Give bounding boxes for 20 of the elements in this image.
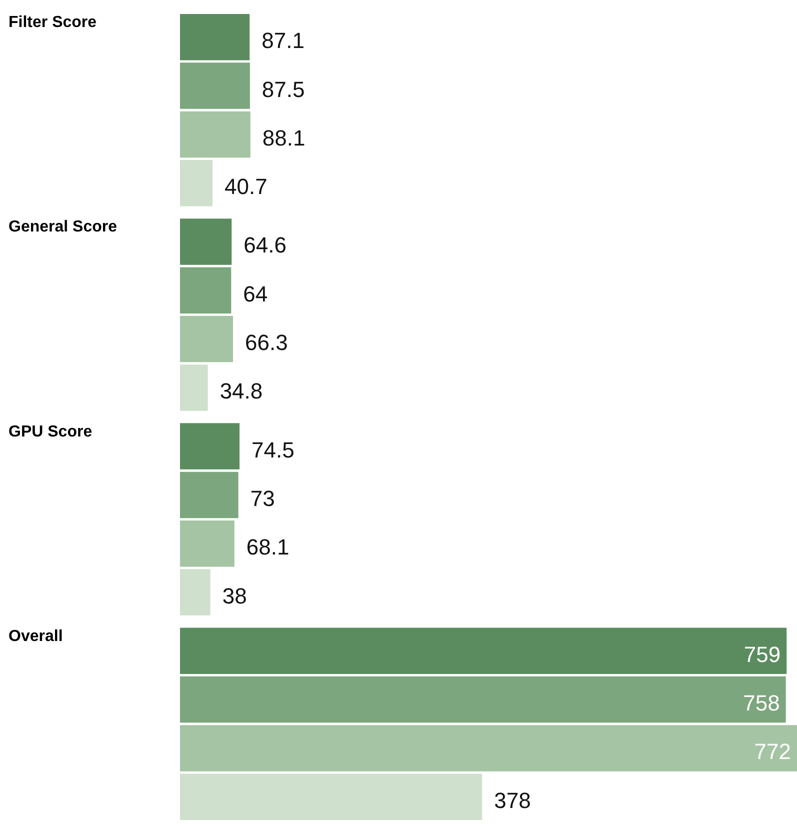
data-label: 87.1 [262,28,304,54]
data-label: 64 [243,281,268,306]
data-label: 64.6 [244,232,286,258]
data-label: 73 [250,486,275,511]
data-label: 38 [222,583,247,608]
data-label: 66.3 [244,330,288,356]
data-label: 40.7 [224,174,268,200]
data-label: 88.1 [262,125,306,150]
data-label: 68.1 [246,534,290,560]
data-label: 772 [754,739,791,764]
data-label: 758 [743,690,780,716]
data-label: 759 [744,642,781,667]
y-tick-label: GPU Score [8,423,92,440]
y-tick-label: Overall [8,628,63,645]
y-tick-label: Filter Score [8,14,97,32]
data-label: 378 [494,788,531,813]
data-label: 74.5 [252,437,294,462]
data-label: 87.5 [262,76,305,102]
data-label: 34.8 [220,378,263,404]
y-tick-label: General Score [8,218,118,236]
